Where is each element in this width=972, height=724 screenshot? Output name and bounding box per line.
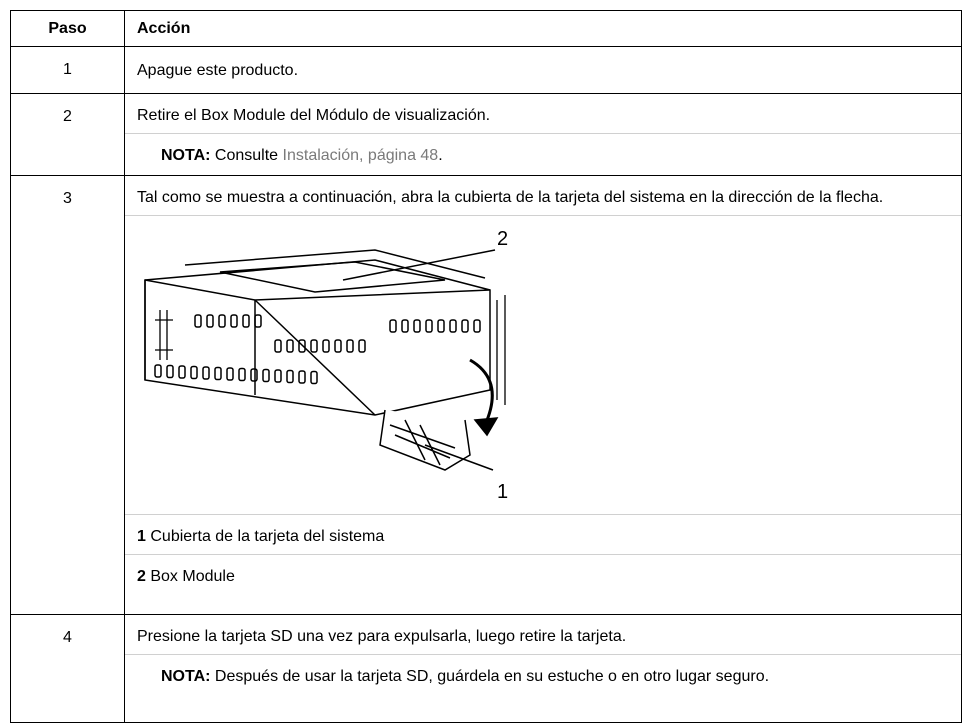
action-text: Tal como se muestra a continuación, abra… [137, 189, 884, 206]
callout: 1 [497, 481, 508, 503]
vent-slot [250, 368, 258, 382]
note-label: NOTA: [161, 147, 211, 164]
row: 3 Tal como se muestra a continuación, ab… [10, 175, 962, 615]
vent-slot [286, 339, 294, 353]
legend-text: Box Module [150, 568, 235, 585]
note-text: Consulte [214, 147, 279, 164]
vent-slot [226, 367, 234, 381]
action-text: Apague este producto. [137, 62, 299, 79]
step-number: 2 [10, 93, 125, 176]
vent-slot [322, 339, 330, 353]
row: 2 Retire el Box Module del Módulo de vis… [10, 93, 962, 176]
procedure-table: Paso Acción 1 Apague este producto. 2 Re… [10, 10, 962, 723]
vent-slot [286, 369, 294, 384]
legend-text: Cubierta de la tarjeta del sistema [150, 528, 385, 545]
vent-slot [274, 339, 282, 353]
vent-slot [230, 314, 238, 328]
note: NOTA: Consulte Instalación, página 48. [125, 133, 961, 173]
legend-number: 1 [137, 528, 146, 545]
vent-slot [166, 364, 174, 379]
vent-slot [190, 365, 198, 380]
vent-slot [202, 366, 210, 380]
module-illustration: 2 1 [144, 228, 508, 503]
vent-slot [437, 319, 445, 333]
vent-slot [334, 339, 342, 353]
note-text: Después de usar la tarjeta SD, guárdela … [214, 668, 770, 685]
legend-number: 2 [137, 568, 146, 585]
vent-slot [242, 314, 250, 328]
action-cell: Retire el Box Module del Módulo de visua… [124, 93, 962, 176]
vent-slot [425, 319, 433, 333]
step-number: 1 [10, 46, 125, 94]
vent-slot [214, 366, 222, 381]
note-label: NOTA: [161, 668, 211, 685]
action-text: Presione la tarjeta SD una vez para expu… [137, 628, 627, 645]
vent-slot [218, 314, 226, 328]
vent-slot [358, 339, 366, 353]
action-cell: Apague este producto. [124, 46, 962, 94]
header-row: Paso Acción [10, 10, 962, 47]
vent-slot [473, 319, 481, 333]
step-number: 4 [10, 614, 125, 723]
vent-slot [274, 369, 282, 383]
vent-slot [389, 319, 397, 333]
header-cell: Acción [124, 10, 962, 47]
vent-slot [262, 368, 270, 383]
row: 4 Presione la tarjeta SD una vez para ex… [10, 614, 962, 723]
legend-item: 2 Box Module [125, 554, 961, 594]
action-cell: Tal como se muestra a continuación, abra… [124, 175, 962, 615]
vent-slot [238, 367, 246, 382]
vent-slot [178, 365, 186, 379]
vent-slot [310, 339, 318, 353]
vent-slot [254, 314, 262, 328]
link[interactable]: Instalación, página 48 [282, 147, 439, 164]
note-end: . [438, 147, 443, 164]
step-number: 3 [10, 175, 125, 615]
vent-slot [449, 319, 457, 333]
vent-slot [346, 339, 354, 353]
vent-slot [413, 319, 421, 333]
figure: 2 1 [125, 215, 961, 514]
vent-slot [310, 370, 318, 385]
action-text: Retire el Box Module del Módulo de visua… [137, 107, 491, 124]
note: NOTA: Después de usar la tarjeta SD, guá… [125, 654, 961, 694]
row: 1 Apague este producto. [10, 46, 962, 94]
callout: 2 [497, 228, 508, 250]
vent-slot [154, 364, 162, 378]
vent-slot [401, 319, 409, 333]
header-cell: Paso [10, 10, 125, 47]
vent-slot [298, 339, 306, 353]
vent-slot [194, 314, 202, 328]
legend-item: 1 Cubierta de la tarjeta del sistema [125, 514, 961, 554]
vent-slot [461, 319, 469, 333]
vent-slot [298, 370, 306, 384]
vent-slot [206, 314, 214, 328]
action-cell: Presione la tarjeta SD una vez para expu… [124, 614, 962, 723]
